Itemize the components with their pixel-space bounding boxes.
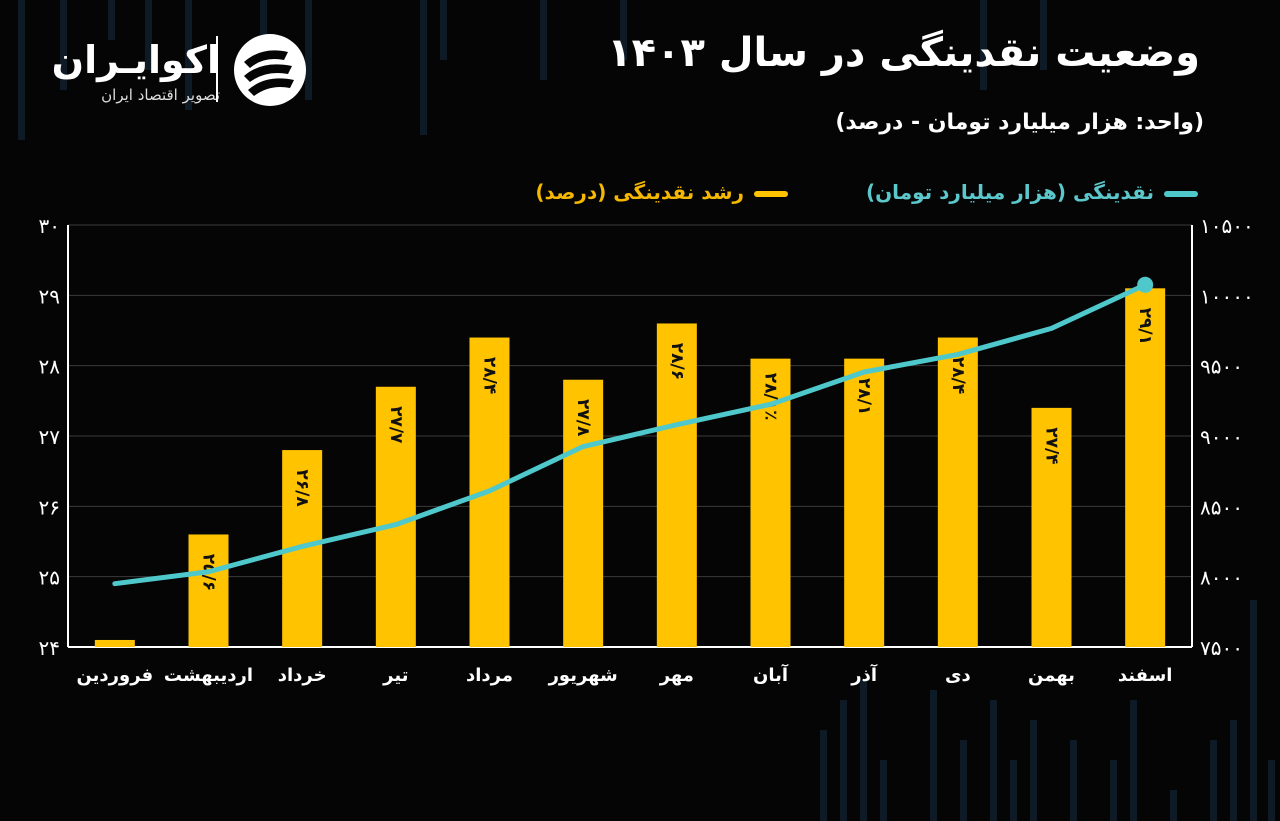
deco-bar [930,690,937,821]
deco-bar [990,700,997,821]
deco-bar [185,0,192,110]
bar [844,358,885,647]
bar [1125,288,1166,647]
deco-bar [260,0,267,60]
bar-value-label: ۲۷/۷ [386,406,406,444]
x-tick-label: فروردین [76,665,153,686]
x-tick-label: دی [945,665,971,686]
y-left-tick-label: ۲۴ [39,636,60,660]
bar [94,639,135,647]
deco-bar [1130,700,1137,821]
bar-value-label: ۲۸/۱ [854,378,874,415]
y-right-tick-label: ۷۵۰۰ [1200,636,1243,660]
deco-bar [1250,600,1257,821]
x-tick-label: اردیبهشت [164,665,253,686]
deco-bar [305,0,312,100]
bar [188,534,229,647]
bar-value-label: ۲۷/۴ [1042,427,1062,464]
legend-bar-label: رشد نقدینگی (درصد) [535,180,744,204]
deco-bar [840,700,847,821]
y-left-tick-label: ۲۹ [39,284,60,308]
y-left-tick-label: ۲۶ [39,495,60,519]
x-tick-label: خرداد [278,665,327,686]
bar-value-label: ۲۸/۴ [480,357,500,394]
deco-bar [1040,0,1047,70]
deco-bar [1230,720,1237,821]
page-title: وضعیت نقدینگی در سال ۱۴۰۳ [607,30,1200,76]
deco-bar [440,0,447,60]
y-right-tick-label: ۹۰۰۰ [1200,425,1243,449]
deco-bar [620,0,627,60]
bar [656,323,697,647]
legend-line-label: نقدینگی (هزار میلیارد تومان) [865,180,1154,204]
x-tick-label: مرداد [466,665,513,686]
bar [375,386,416,647]
deco-bar [108,0,115,40]
deco-bar [1030,720,1037,821]
deco-bar [145,0,152,70]
deco-bar [1110,760,1117,821]
x-tick-label: آبان [753,663,789,686]
deco-bar [1210,740,1217,821]
legend-line-series: نقدینگی (هزار میلیارد تومان) [866,180,1198,204]
x-tick-label: اسفند [1118,665,1173,686]
deco-bar [420,0,427,135]
bar-value-label: ۲۶/۸ [292,469,312,507]
x-tick-label: آذر [850,663,878,686]
bar [1031,407,1072,647]
line-end-point [1137,276,1154,293]
y-right-tick-label: ۸۵۰۰ [1200,495,1243,519]
logo-tagline: تصویر اقتصاد ایران [101,86,220,104]
deco-bar [1070,740,1077,821]
legend-bar-series: رشد نقدینگی (درصد) [535,180,788,204]
deco-bar [540,0,547,80]
deco-bar [960,740,967,821]
logo-divider [216,36,218,102]
bar-value-label: ۲۹/۱ [1135,308,1155,345]
deco-bar [60,0,67,90]
bar-value-label: ۲۷/۸ [573,399,593,437]
bar-value-label: ۲۸/۴ [948,357,968,394]
deco-bar [980,0,987,90]
legend-line-swatch [1164,190,1198,197]
deco-bar [1170,790,1177,821]
bar [937,337,978,647]
x-tick-label: شهریور [548,665,618,686]
y-left-tick-label: ۲۵ [39,566,60,590]
deco-bar [1268,760,1275,821]
deco-bar [860,680,867,821]
brand-logo: اکوایـران تصویر اقتصاد ایران [48,32,318,112]
unit-note: (واحد: هزار میلیارد تومان - درصد) [835,110,1204,135]
x-tick-label: تیر [382,665,408,686]
logo-mark-icon [234,34,306,106]
y-left-tick-label: ۳۰ [39,214,60,238]
y-right-tick-label: ۹۵۰۰ [1200,355,1243,379]
y-left-tick-label: ۲۸ [39,355,61,379]
y-right-tick-label: ۱۰۰۰۰ [1200,284,1254,308]
logo-name: اکوایـران [51,38,220,82]
y-right-tick-label: ۸۰۰۰ [1200,566,1243,590]
bar-value-label: ۲۸/۶ [667,343,687,380]
bar-value-label: ۲۸/۱٪ [761,373,781,421]
y-left-tick-label: ۲۷ [39,425,61,449]
deco-bar [1010,760,1017,821]
bar [563,379,604,647]
line-series [112,282,1148,587]
legend-bar-swatch [754,190,788,197]
x-tick-label: بهمن [1028,665,1075,686]
x-tick-label: مهر [659,665,694,686]
deco-bar [18,0,25,140]
deco-bar [880,760,887,821]
deco-bar [820,730,827,821]
y-right-tick-label: ۱۰۵۰۰ [1200,214,1254,238]
